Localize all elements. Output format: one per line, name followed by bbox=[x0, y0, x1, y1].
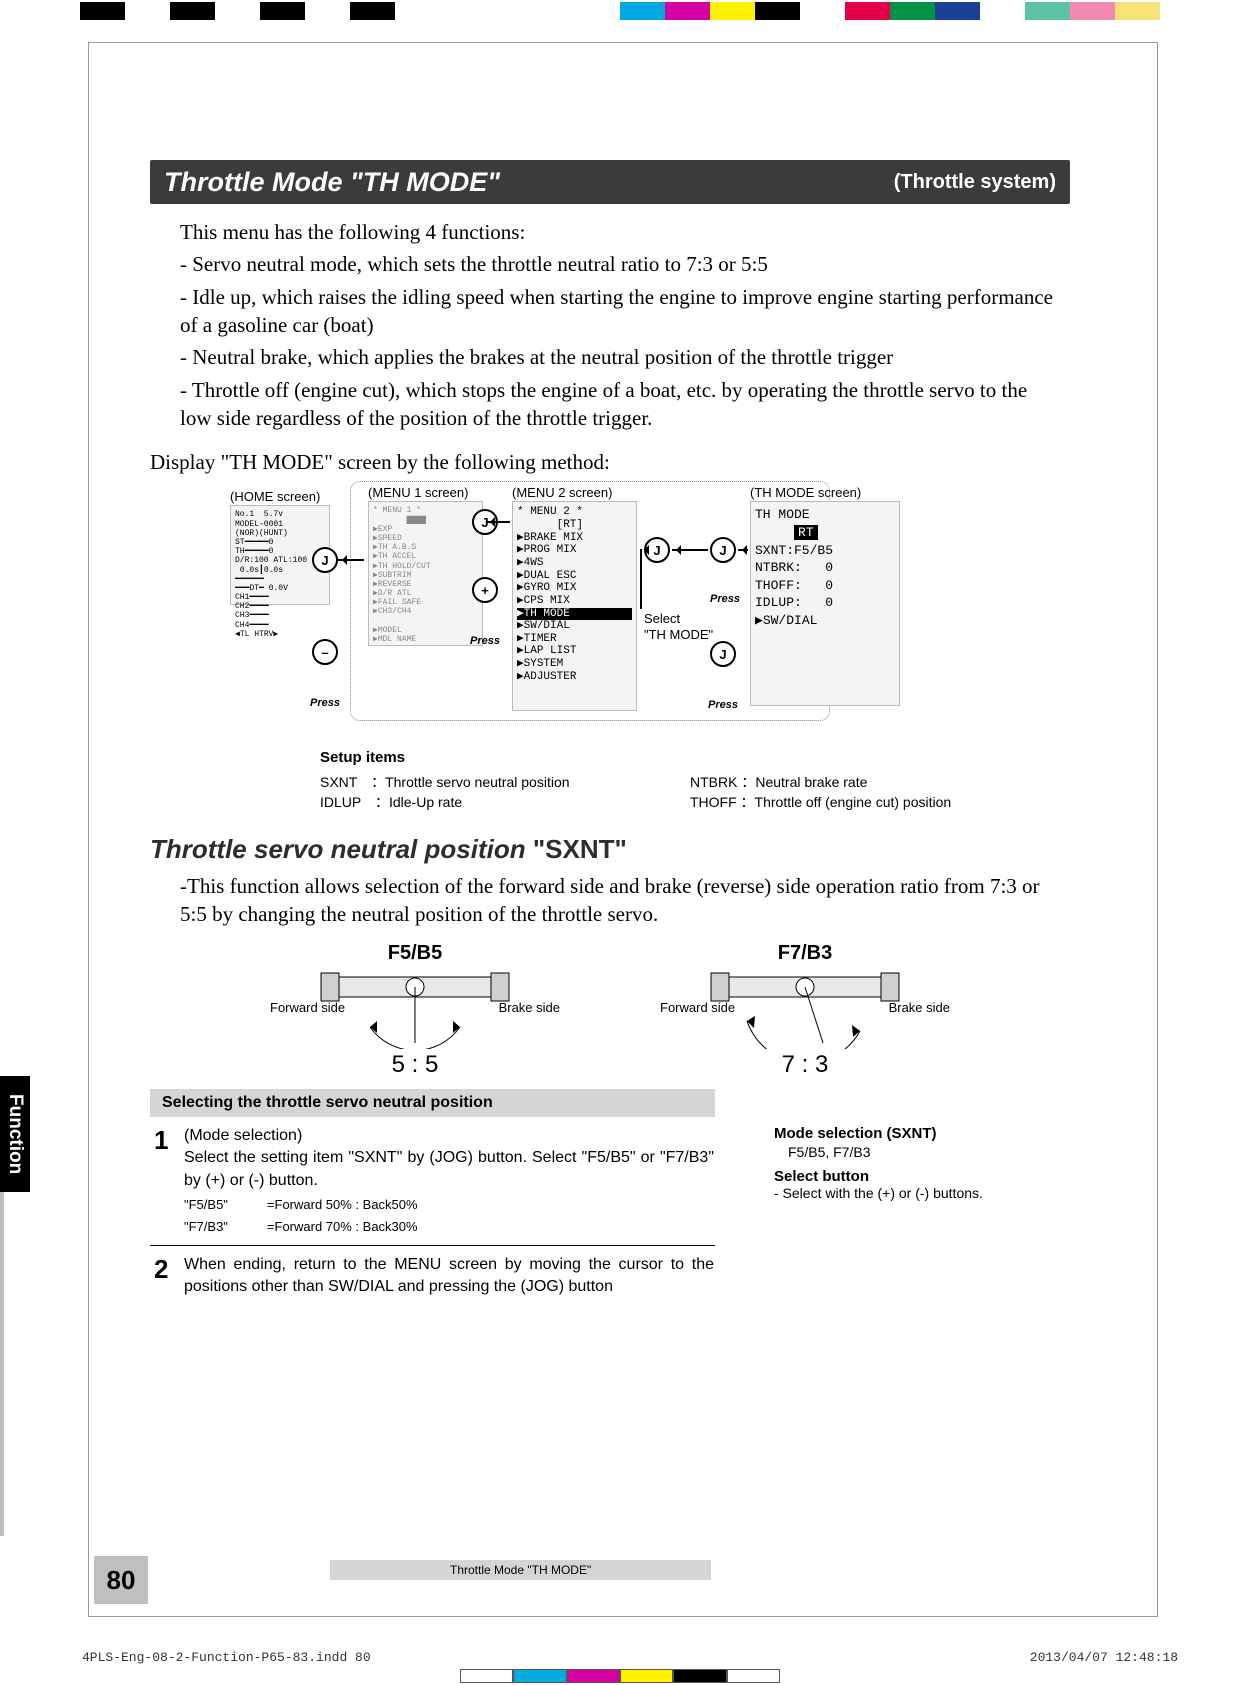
section-subtitle: (Throttle system) bbox=[894, 171, 1056, 194]
setup-ntbrk: NTBRK ：Neutral brake rate bbox=[690, 772, 1060, 792]
intro-lead: This menu has the following 4 functions: bbox=[180, 218, 1060, 246]
step-2-body: When ending, return to the MENU screen b… bbox=[184, 1254, 714, 1299]
step-divider bbox=[150, 1245, 715, 1246]
page-number: 80 bbox=[94, 1556, 148, 1604]
servo-left-mode: F5/B5 bbox=[270, 942, 560, 965]
servo-right-brk: Brake side bbox=[889, 1000, 950, 1015]
menu2-screen-box: * MENU 2 * [RT]▶BRAKE MIX▶PROG MIX▶4WS▶D… bbox=[512, 501, 637, 711]
step-1-note2: "F7/B3" =Forward 70% : Back30% bbox=[184, 1218, 714, 1236]
press-label-3: Press bbox=[710, 593, 740, 605]
arrow-5 bbox=[738, 549, 748, 551]
menu1-screen-label: (MENU 1 screen) bbox=[368, 485, 468, 500]
step-1-num: 1 bbox=[150, 1125, 184, 1237]
servo-left-brk: Brake side bbox=[499, 1000, 560, 1015]
sxnt-q1: " bbox=[533, 834, 545, 864]
intro-line-1: - Servo neutral mode, which sets the thr… bbox=[180, 250, 1060, 278]
intro-block: This menu has the following 4 functions:… bbox=[180, 218, 1060, 432]
setup-items: Setup items SXNT ：Throttle servo neutral… bbox=[320, 749, 1060, 812]
servo-left-ratio: 5 : 5 bbox=[270, 1051, 560, 1079]
section-title-bar: Throttle Mode "TH MODE" (Throttle system… bbox=[150, 160, 1070, 204]
side-h1: Mode selection (SXNT) bbox=[774, 1125, 1054, 1142]
arrow-3 bbox=[640, 549, 642, 609]
intro-line-4: - Throttle off (engine cut), which stops… bbox=[180, 376, 1060, 433]
press-label-1: Press bbox=[310, 697, 340, 709]
footer-caption: Throttle Mode "TH MODE" bbox=[330, 1560, 711, 1580]
arrow-4 bbox=[672, 549, 708, 551]
setup-thoff: THOFF ：Throttle off (engine cut) positio… bbox=[690, 792, 1060, 812]
color-calibration-bottom bbox=[460, 1669, 780, 1683]
intro-line-3: - Neutral brake, which applies the brake… bbox=[180, 343, 1060, 371]
step-2-num: 2 bbox=[150, 1254, 184, 1299]
setup-sxnt: SXNT ：Throttle servo neutral position bbox=[320, 772, 690, 792]
jog-button-1: J bbox=[312, 547, 338, 573]
nav-diagram: (HOME screen) No.1 5.7v MODEL-0001 (NOR)… bbox=[150, 481, 1070, 751]
arrow-1 bbox=[338, 559, 364, 561]
setup-header: Setup items bbox=[320, 749, 1060, 766]
page-content: Throttle Mode "TH MODE" (Throttle system… bbox=[150, 160, 1070, 1298]
side-panel: Mode selection (SXNT) F5/B5, F7/B3 Selec… bbox=[774, 1125, 1054, 1237]
press-label-2: Press bbox=[470, 635, 500, 647]
thmode-screen-box: TH MODE RTSXNT:F5/B5NTBRK: 0THOFF: 0IDLU… bbox=[750, 501, 900, 706]
select-label-1: Select bbox=[644, 611, 680, 626]
servo-right-mode: F7/B3 bbox=[660, 942, 950, 965]
sxnt-body: -This function allows selection of the f… bbox=[180, 873, 1070, 928]
thmode-screen-label: (TH MODE screen) bbox=[750, 485, 861, 500]
sxnt-heading: Throttle servo neutral position "SXNT" bbox=[150, 834, 1070, 865]
step-2: 2 When ending, return to the MENU screen… bbox=[150, 1254, 1070, 1299]
display-instruction: Display "TH MODE" screen by the followin… bbox=[150, 450, 1070, 475]
intro-line-2: - Idle up, which raises the idling speed… bbox=[180, 283, 1060, 340]
servo-right-fwd: Forward side bbox=[660, 1000, 735, 1015]
home-screen-label: (HOME screen) bbox=[230, 489, 320, 504]
servo-left-fwd: Forward side bbox=[270, 1000, 345, 1015]
setup-idlup: IDLUP ：Idle-Up rate bbox=[320, 792, 690, 812]
servo-left: F5/B5 Forward side Brake side 5 : 5 bbox=[270, 942, 560, 1079]
step-1: 1 (Mode selection) Select the setting it… bbox=[150, 1125, 1070, 1237]
section-title: Throttle Mode "TH MODE" bbox=[164, 167, 500, 198]
color-calibration-top bbox=[80, 2, 1160, 20]
select-label-2: "TH MODE" bbox=[644, 627, 713, 642]
press-label-4: Press bbox=[708, 699, 738, 711]
sxnt-q2: " bbox=[615, 834, 627, 864]
imprint-right: 2013/04/07 12:48:18 bbox=[1030, 1650, 1178, 1665]
servo-right-ratio: 7 : 3 bbox=[660, 1051, 950, 1079]
step-1-title: (Mode selection) bbox=[184, 1125, 714, 1147]
selecting-header: Selecting the throttle servo neutral pos… bbox=[150, 1089, 715, 1117]
side-h2: Select button bbox=[774, 1168, 1054, 1185]
step-1-note1: "F5/B5" =Forward 50% : Back50% bbox=[184, 1196, 714, 1214]
sxnt-heading-text: Throttle servo neutral position bbox=[150, 834, 533, 864]
side-tab: Function bbox=[0, 1076, 30, 1192]
sxnt-code: SXNT bbox=[545, 834, 614, 864]
minus-button: – bbox=[312, 639, 338, 665]
imprint-left: 4PLS-Eng-08-2-Function-P65-83.indd 80 bbox=[82, 1650, 371, 1665]
menu2-screen-label: (MENU 2 screen) bbox=[512, 485, 612, 500]
servo-diagrams: F5/B5 Forward side Brake side 5 : 5 F7/B… bbox=[150, 942, 1070, 1079]
menu1-screen-box: * MENU 1 * ▇▇▇▇ ▶EXP ▶SPEED ▶TH A.B.S ▶T… bbox=[368, 501, 483, 646]
side-v2: - Select with the (+) or (-) buttons. bbox=[774, 1185, 1054, 1201]
side-v1: F5/B5, F7/B3 bbox=[774, 1142, 1054, 1162]
servo-right: F7/B3 Forward side Brake side 7 : 3 bbox=[660, 942, 950, 1079]
step-1-body: Select the setting item "SXNT" by (JOG) … bbox=[184, 1147, 714, 1192]
